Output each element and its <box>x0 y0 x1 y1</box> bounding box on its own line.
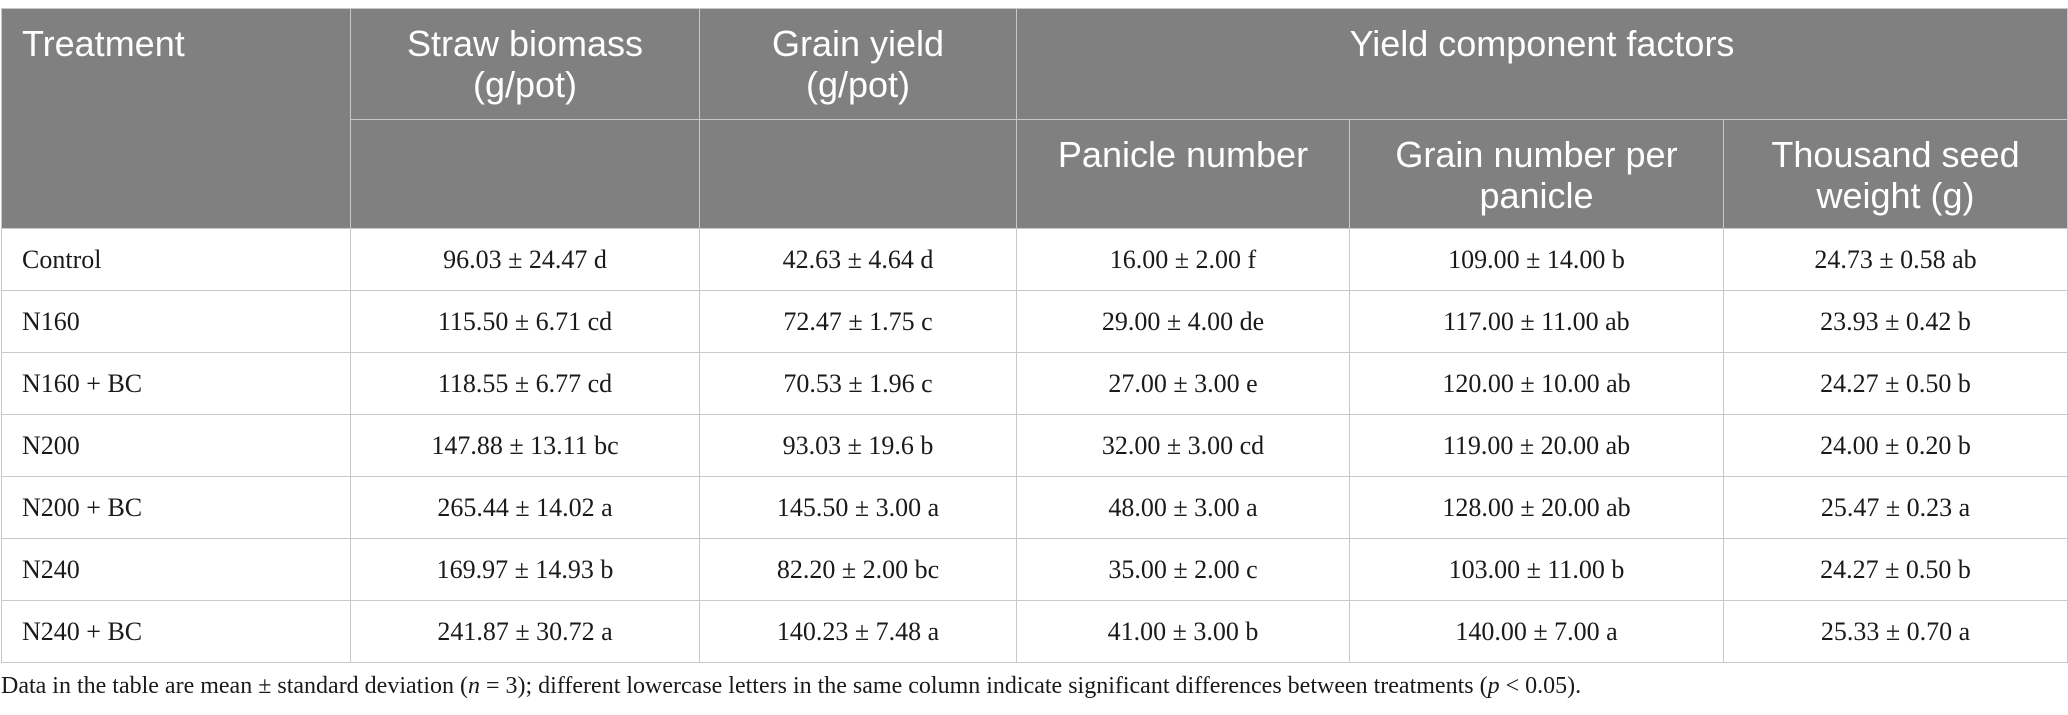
cell-straw-biomass: 241.87 ± 30.72 a <box>350 600 700 663</box>
table-row: N240 + BC 241.87 ± 30.72 a 140.23 ± 7.48 a… <box>1 600 2068 663</box>
cell-treatment: N240 <box>1 538 351 601</box>
cell-treatment: N160 <box>1 290 351 353</box>
table-row: N200 + BC 265.44 ± 14.02 a 145.50 ± 3.00 a… <box>1 476 2068 539</box>
cell-straw-biomass: 115.50 ± 6.71 cd <box>350 290 700 353</box>
table-row: N160 115.50 ± 6.71 cd 72.47 ± 1.75 c 29.00 … <box>1 290 2068 353</box>
cell-straw-biomass: 147.88 ± 13.11 bc <box>350 414 700 477</box>
header-grain-number: Grain number per panicle <box>1349 119 1724 229</box>
cell-panicle-number: 29.00 ± 4.00 de <box>1016 290 1350 353</box>
cell-straw-biomass: 118.55 ± 6.77 cd <box>350 352 700 415</box>
cell-thousand-seed-weight: 24.27 ± 0.50 b <box>1722 538 2068 601</box>
cell-treatment: N200 + BC <box>1 476 351 539</box>
cell-thousand-seed-weight: 25.33 ± 0.70 a <box>1722 600 2068 663</box>
header-panicle-number: Panicle number <box>1016 119 1350 229</box>
cell-straw-biomass: 96.03 ± 24.47 d <box>350 228 700 291</box>
cell-treatment: N200 <box>1 414 351 477</box>
cell-treatment: N160 + BC <box>1 352 351 415</box>
footnote-part2: = 3); different lowercase letters in the… <box>479 673 1488 699</box>
header-straw-biomass: Straw biomass (g/pot) <box>350 8 700 120</box>
cell-grain-number: 119.00 ± 20.00 ab <box>1349 414 1724 477</box>
cell-grain-number: 140.00 ± 7.00 a <box>1349 600 1724 663</box>
cell-grain-number: 117.00 ± 11.00 ab <box>1349 290 1724 353</box>
cell-panicle-number: 48.00 ± 3.00 a <box>1016 476 1350 539</box>
cell-grain-yield: 145.50 ± 3.00 a <box>699 476 1017 539</box>
cell-thousand-seed-weight: 24.00 ± 0.20 b <box>1722 414 2068 477</box>
table-header: Treatment Straw biomass (g/pot) Grain yi… <box>1 8 2068 229</box>
header-grain-yield-sub <box>699 119 1017 229</box>
footnote-part1: Data in the table are mean ± standard de… <box>1 673 468 699</box>
footnote-n: n <box>467 673 480 699</box>
cell-grain-number: 120.00 ± 10.00 ab <box>1349 352 1724 415</box>
table-footnote: Data in the table are mean ± standard de… <box>1 673 1581 700</box>
footnote-p: p <box>1487 673 1500 699</box>
cell-grain-yield: 140.23 ± 7.48 a <box>699 600 1017 663</box>
cell-grain-yield: 42.63 ± 4.64 d <box>699 228 1017 291</box>
header-treatment: Treatment <box>1 8 351 229</box>
cell-grain-yield: 82.20 ± 2.00 bc <box>699 538 1017 601</box>
table-body: Control 96.03 ± 24.47 d 42.63 ± 4.64 d 16.0… <box>1 228 2068 663</box>
table-container: Treatment Straw biomass (g/pot) Grain yi… <box>0 8 2068 663</box>
results-table: Treatment Straw biomass (g/pot) Grain yi… <box>1 8 2068 663</box>
cell-thousand-seed-weight: 24.27 ± 0.50 b <box>1722 352 2068 415</box>
cell-thousand-seed-weight: 23.93 ± 0.42 b <box>1722 290 2068 353</box>
cell-panicle-number: 35.00 ± 2.00 c <box>1016 538 1350 601</box>
cell-panicle-number: 27.00 ± 3.00 e <box>1016 352 1350 415</box>
cell-grain-number: 109.00 ± 14.00 b <box>1349 228 1724 291</box>
cell-grain-yield: 72.47 ± 1.75 c <box>699 290 1017 353</box>
footnote-part3: < 0.05). <box>1499 673 1582 699</box>
table-row: N240 169.97 ± 14.93 b 82.20 ± 2.00 bc 35.00… <box>1 538 2068 601</box>
cell-panicle-number: 41.00 ± 3.00 b <box>1016 600 1350 663</box>
cell-panicle-number: 16.00 ± 2.00 f <box>1016 228 1350 291</box>
cell-grain-number: 103.00 ± 11.00 b <box>1349 538 1724 601</box>
cell-treatment: Control <box>1 228 351 291</box>
cell-straw-biomass: 265.44 ± 14.02 a <box>350 476 700 539</box>
header-thousand-seed-weight: Thousand seed weight (g) <box>1722 119 2068 229</box>
header-grain-yield: Grain yield (g/pot) <box>699 8 1017 120</box>
cell-grain-yield: 70.53 ± 1.96 c <box>699 352 1017 415</box>
header-straw-biomass-sub <box>350 119 700 229</box>
table-row: Control 96.03 ± 24.47 d 42.63 ± 4.64 d 16.0… <box>1 228 2068 291</box>
cell-straw-biomass: 169.97 ± 14.93 b <box>350 538 700 601</box>
cell-grain-number: 128.00 ± 20.00 ab <box>1349 476 1724 539</box>
cell-thousand-seed-weight: 25.47 ± 0.23 a <box>1722 476 2068 539</box>
header-yield-components: Yield component factors <box>1015 8 2068 120</box>
cell-grain-yield: 93.03 ± 19.6 b <box>699 414 1017 477</box>
cell-panicle-number: 32.00 ± 3.00 cd <box>1016 414 1350 477</box>
cell-treatment: N240 + BC <box>1 600 351 663</box>
cell-thousand-seed-weight: 24.73 ± 0.58 ab <box>1722 228 2068 291</box>
table-row: N200 147.88 ± 13.11 bc 93.03 ± 19.6 b 32.00… <box>1 414 2068 477</box>
